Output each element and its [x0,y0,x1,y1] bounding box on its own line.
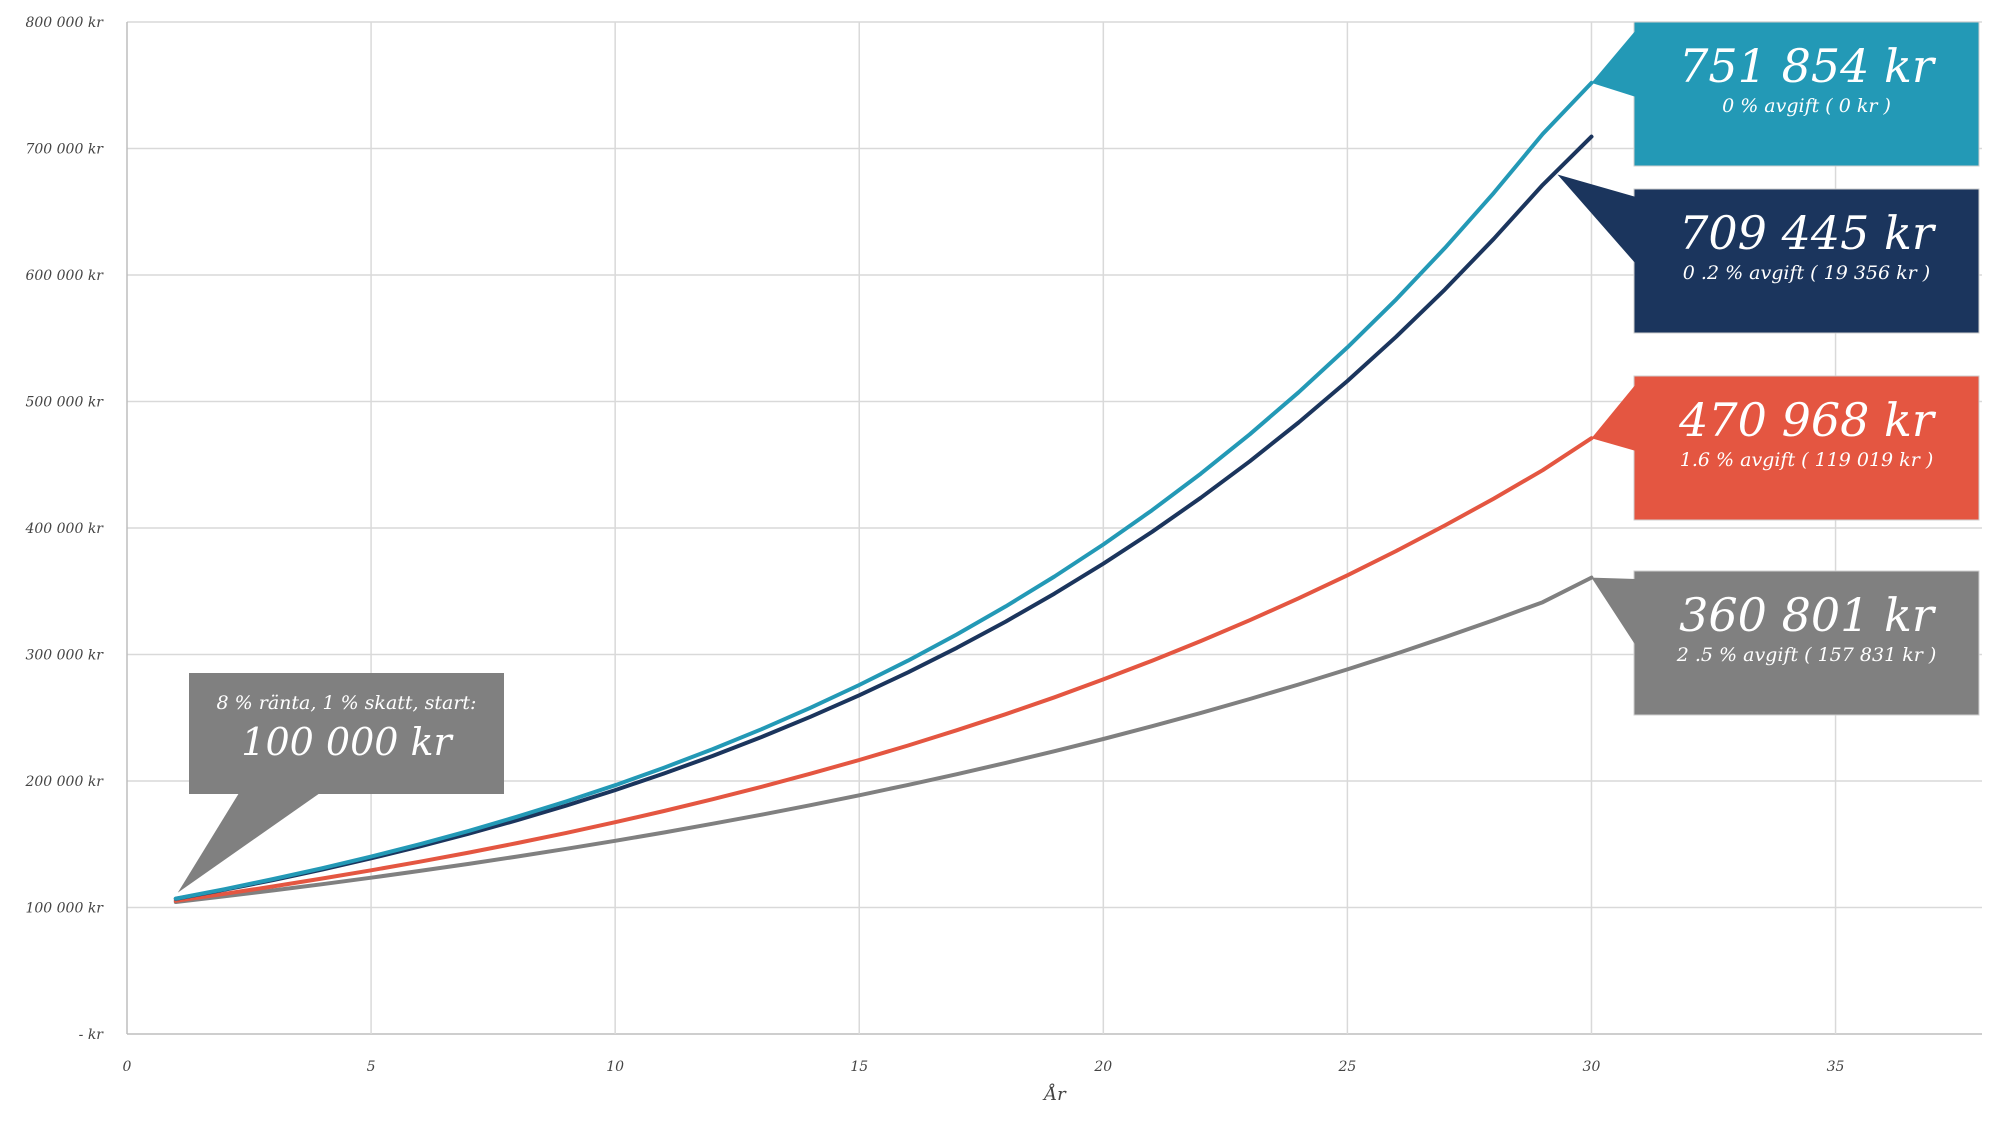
x-tick-label: 5 [367,1059,376,1075]
start-annotation: 8 % ränta, 1 % skatt, start: 100 000 kr [189,673,504,794]
x-tick-label: 30 [1583,1059,1601,1075]
grid-lines [126,21,1982,1035]
series-lines [173,80,1594,904]
callout-pointer [1557,174,1636,264]
y-tick-label: 200 000 kr [24,774,104,790]
x-tick-label: 35 [1827,1059,1845,1075]
callout-pointer [1591,384,1636,451]
callout-box-bg [1633,375,1980,521]
start-annotation-value: 100 000 kr [241,720,452,764]
y-tick-label: 700 000 kr [25,142,104,158]
callout-pointer [1591,30,1636,97]
callout-box-bg [1633,570,1980,716]
callout-value: 751 854 kr [1679,39,1934,93]
callout-pointer [1591,577,1636,646]
x-tick-label: 25 [1337,1059,1356,1075]
x-tick-label: 0 [123,1059,132,1075]
callout-value: 470 968 kr [1679,393,1934,447]
x-tick-label: 15 [850,1059,868,1075]
callout-note: 1.6 % avgift ( 119 019 kr ) [1679,449,1934,471]
x-axis-title: År [1042,1083,1067,1105]
callout-series-2: 470 968 kr 1.6 % avgift ( 119 019 kr ) [1634,376,1979,520]
x-tick-label: 10 [606,1059,624,1075]
y-tick-label: - kr [79,1027,105,1043]
x-axis-ticks: 0 5 10 15 20 25 30 35 [123,1059,1845,1075]
callout-series-1: 709 445 kr 0 .2 % avgift ( 19 356 kr ) [1634,189,1979,333]
series-line [173,436,1594,903]
y-tick-label: 800 000 kr [25,15,104,31]
callout-note: 2 .5 % avgift ( 157 831 kr ) [1676,644,1937,666]
start-annotation-pointer [177,793,320,893]
callout-value: 709 445 kr [1679,206,1934,260]
callout-box-bg [1633,21,1980,167]
y-tick-label: 500 000 kr [25,395,104,411]
series-line [173,134,1594,901]
series-line [173,575,1594,904]
callout-pointers [177,21,1980,893]
series-line [173,80,1594,901]
y-tick-label: 100 000 kr [25,901,104,917]
callout-note: 0 % avgift ( 0 kr ) [1722,95,1891,117]
y-tick-label: 600 000 kr [25,268,104,284]
y-axis-ticks: - kr 100 000 kr 200 000 kr 300 000 kr 400 00… [24,15,104,1043]
callout-series-3: 360 801 kr 2 .5 % avgift ( 157 831 kr ) [1634,571,1979,715]
callout-value: 360 801 kr [1679,588,1934,642]
x-tick-label: 20 [1093,1059,1112,1075]
callout-box-bg [1633,188,1980,334]
y-tick-label: 300 000 kr [25,648,104,664]
y-tick-label: 400 000 kr [24,521,104,537]
callout-note: 0 .2 % avgift ( 19 356 kr ) [1682,262,1931,284]
callout-series-0: 751 854 kr 0 % avgift ( 0 kr ) [1634,22,1979,166]
start-annotation-note: 8 % ränta, 1 % skatt, start: [216,692,477,714]
